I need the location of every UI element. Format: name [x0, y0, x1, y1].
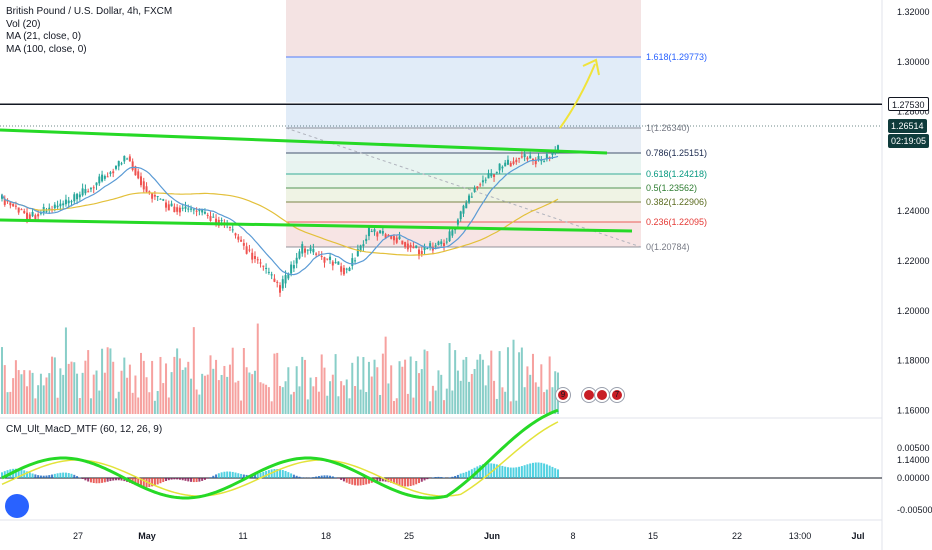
- price-axis-label: 1.16000: [897, 405, 930, 415]
- event-badge-usd[interactable]: 7: [610, 388, 624, 402]
- date-axis-label: 13:00: [789, 531, 812, 541]
- macd-line: [1, 408, 559, 500]
- price-axis-label: 1.24000: [897, 206, 930, 216]
- symbol-title[interactable]: British Pound / U.S. Dollar, 4h, FXCM: [6, 6, 173, 17]
- price-axis-label: 1.30000: [897, 57, 930, 67]
- event-badge-gbp-2[interactable]: [582, 388, 596, 402]
- fib-ext-zone: [286, 57, 641, 128]
- channel-upper-line: [0, 128, 608, 155]
- fib-label: 0.236(1.22095): [646, 217, 707, 227]
- fib-zone-618: [286, 153, 641, 174]
- macd-indicator-label[interactable]: CM_Ult_MacD_MTF (60, 12, 26, 9): [6, 424, 163, 435]
- ma100-line: [1, 192, 559, 256]
- last-price-tag: 1.26514: [888, 119, 927, 133]
- price-axis-label: 1.18000: [897, 356, 930, 366]
- fib-zone-786: [286, 128, 641, 153]
- date-axis-label: 25: [404, 531, 414, 541]
- macd-axis-label: 0.00500: [897, 443, 930, 453]
- fib-ext-zone-top: [286, 0, 641, 57]
- macd-axis-label: -0.00500: [897, 505, 932, 515]
- date-axis-label: 22: [732, 531, 742, 541]
- fib-zone-5: [286, 174, 641, 188]
- fib-label: 0(1.20784): [646, 242, 690, 252]
- fib-zone-382: [286, 188, 641, 202]
- fib-label: 0.786(1.25151): [646, 148, 707, 158]
- date-axis-label: Jul: [851, 531, 864, 541]
- tradingview-logo-icon: [5, 494, 29, 518]
- date-axis-label: Jun: [484, 531, 500, 541]
- fib-label: 0.5(1.23562): [646, 183, 697, 193]
- projection-arrow-head: [582, 58, 600, 76]
- price-axis-label: 1.14000: [897, 455, 930, 465]
- date-axis-label: 11: [238, 531, 247, 541]
- event-badge-gbp[interactable]: 9: [556, 388, 570, 402]
- volume-bars: [1, 323, 559, 414]
- fib-label: 1(1.26340): [646, 123, 690, 133]
- channel-lower-line: [0, 218, 633, 233]
- macd-axis-label: 0.00000: [897, 473, 930, 483]
- projection-arrow: [559, 63, 596, 129]
- ma21-line: [1, 155, 559, 276]
- macd-signal-line: [1, 421, 559, 497]
- price-axis-label: 1.20000: [897, 306, 930, 316]
- date-axis-label: 18: [321, 531, 331, 541]
- fib-label: 1.618(1.29773): [646, 52, 707, 62]
- resistance-price-tag: 1.27530: [888, 97, 929, 111]
- date-axis-label: 27: [73, 531, 83, 541]
- date-axis-label: May: [138, 531, 156, 541]
- price-axis-label: 1.22000: [897, 256, 930, 266]
- event-badge-gbp-3[interactable]: [595, 388, 609, 402]
- price-axis-label: 1.32000: [897, 7, 930, 17]
- ma100-indicator-label[interactable]: MA (100, close, 0): [6, 43, 87, 55]
- fib-label: 0.618(1.24218): [646, 169, 707, 179]
- volume-indicator-label[interactable]: Vol (20): [6, 18, 41, 30]
- date-axis-label: 15: [648, 531, 658, 541]
- price-axis-label: 1.28000: [897, 107, 930, 117]
- chart-legend: British Pound / U.S. Dollar, 4h, FXCM Vo…: [6, 6, 172, 56]
- date-axis-label: 8: [570, 531, 575, 541]
- dashed-trendline: [285, 127, 642, 248]
- countdown-tag: 02:19:05: [888, 134, 930, 148]
- fib-label: 0.382(1.22906): [646, 197, 707, 207]
- ma21-indicator-label[interactable]: MA (21, close, 0): [6, 31, 82, 42]
